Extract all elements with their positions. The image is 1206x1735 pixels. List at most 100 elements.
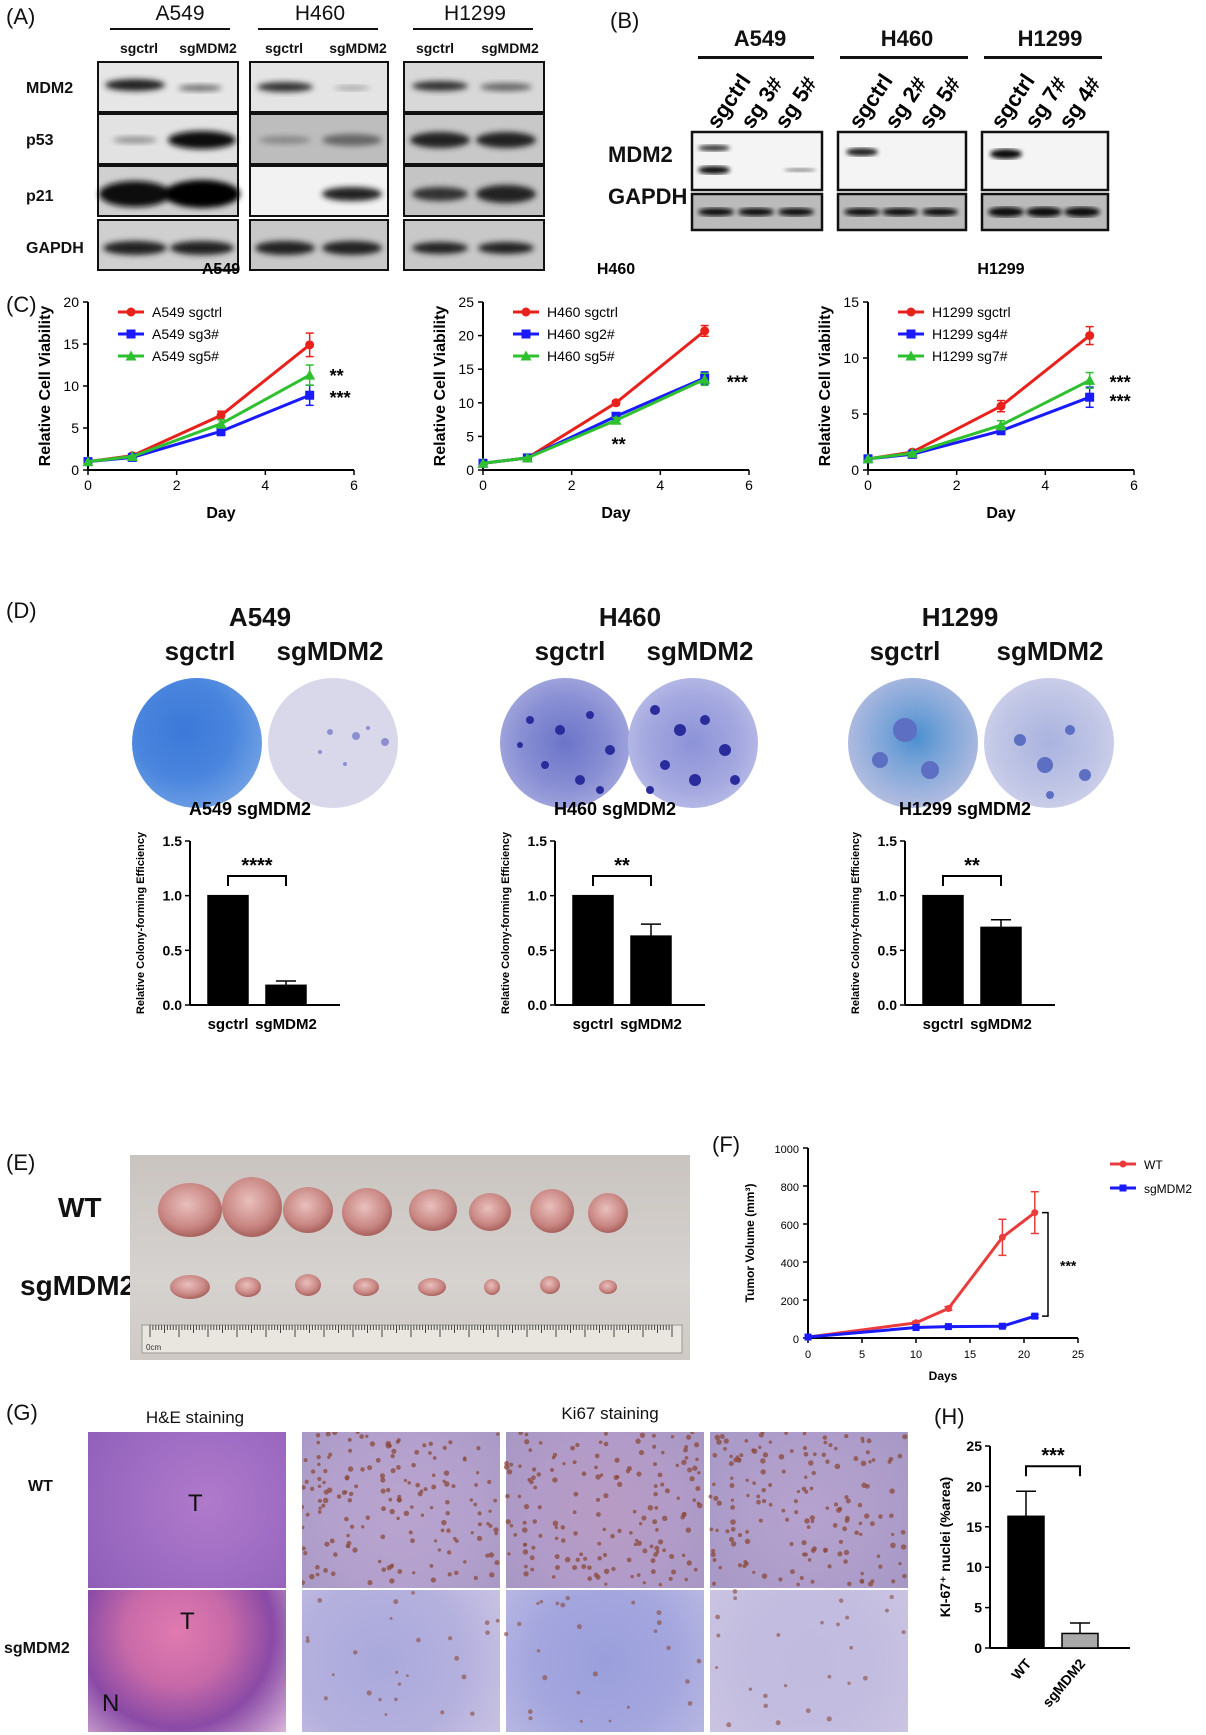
header-rule <box>110 28 230 30</box>
ki67-nucleus <box>562 1462 566 1466</box>
tumor <box>222 1177 282 1237</box>
y-tick-label: 20 <box>966 1478 982 1494</box>
ki67-nucleus <box>737 1563 743 1568</box>
ki67-nucleus <box>681 1459 687 1466</box>
ki67-nucleus <box>495 1618 500 1623</box>
ki67-nucleus <box>693 1567 698 1572</box>
ki67-nucleus <box>838 1539 844 1544</box>
band <box>170 241 234 255</box>
ki67-nucleus <box>736 1457 742 1463</box>
ki67-nucleus <box>322 1480 326 1485</box>
ki67-nucleus <box>486 1521 490 1526</box>
data-point <box>477 457 489 468</box>
header-rule <box>698 56 814 59</box>
series-line <box>482 377 706 465</box>
y-tick-label: 10 <box>966 1559 982 1575</box>
band <box>103 241 167 255</box>
legend-marker <box>125 350 137 361</box>
ki67-nucleus <box>733 1596 738 1601</box>
ki67-nucleus <box>354 1484 359 1489</box>
y-tick-label: 1.5 <box>878 833 898 849</box>
ki67-nucleus <box>686 1560 692 1566</box>
ki67-nucleus <box>878 1564 883 1569</box>
protein-label: p21 <box>26 188 54 205</box>
he-image-sgmdm2: T N <box>88 1590 286 1732</box>
ki67-nucleus <box>440 1710 445 1715</box>
cell-line-label: H460 <box>880 26 934 51</box>
ki67-nucleus <box>411 1590 415 1595</box>
ki67-nucleus <box>858 1521 863 1526</box>
ruler-ticks <box>149 1325 673 1337</box>
cell-line-label: A549 <box>228 602 292 632</box>
ki67-nucleus <box>378 1697 382 1702</box>
ki67-nucleus <box>344 1476 349 1481</box>
data-point <box>996 426 1006 436</box>
colony-spot <box>605 745 615 755</box>
colony-bar-chart-a549: A549 sgMDM2 0.0 0.5 1.0 1.5 Relative Colony-f… <box>135 799 340 1033</box>
ki67-nucleus <box>695 1457 699 1462</box>
ki67-nucleus <box>518 1464 522 1468</box>
ki67-nucleus <box>575 1557 580 1563</box>
ki67-nucleus <box>869 1521 875 1527</box>
ki67-nucleus <box>573 1531 578 1536</box>
panel-b-blots <box>690 130 1110 232</box>
ki67-nucleus <box>808 1460 814 1466</box>
viability-chart-h1299: H1299 0 2 4 6 0 5 10 15 Day Relative Cell Viabilit… <box>817 261 1138 522</box>
blot-strip-mdm2 <box>980 130 1110 192</box>
ki67-nucleus <box>444 1481 450 1487</box>
ki67-nucleus <box>389 1616 393 1620</box>
ki67-nucleus <box>538 1533 543 1538</box>
ki67-nucleus <box>652 1444 657 1449</box>
series <box>863 386 1095 464</box>
ki67-nucleus <box>552 1520 559 1527</box>
ki67-nucleus <box>687 1467 693 1473</box>
ki67-nucleus <box>729 1483 735 1488</box>
y-tick-label: 0 <box>851 462 859 478</box>
ki67-nucleus <box>473 1575 478 1581</box>
ki67-nucleus <box>708 1494 713 1499</box>
colony-spot <box>352 732 360 740</box>
ki67-nucleus <box>595 1474 601 1480</box>
ki67-nucleus <box>330 1571 336 1577</box>
ki67-nucleus <box>739 1453 744 1458</box>
legend-label: H460 sg2# <box>547 326 615 342</box>
data-point <box>998 1233 1006 1241</box>
lane-label: sgMDM2 <box>179 40 237 56</box>
ki67-nucleus <box>638 1521 643 1526</box>
ki67-nucleus <box>360 1467 365 1472</box>
ki67-nucleus <box>485 1630 490 1635</box>
ki67-nucleus <box>902 1573 907 1579</box>
ki67-nucleus <box>367 1579 373 1586</box>
ki67-nucleus <box>710 1552 716 1558</box>
ki67-nucleus <box>445 1510 450 1516</box>
header-rule <box>984 56 1102 59</box>
ki67-nucleus <box>403 1510 410 1517</box>
ki67-nucleus <box>503 1631 509 1637</box>
data-point <box>305 340 315 350</box>
cell-line-label: H1299 <box>921 602 999 632</box>
ki67-nucleus <box>494 1560 500 1566</box>
significance-label: *** <box>1041 1445 1065 1467</box>
ki67-nucleus <box>429 1505 434 1510</box>
ki67-nucleus <box>430 1577 437 1583</box>
ki67-nucleus <box>617 1481 623 1487</box>
ki67-nucleus <box>671 1569 677 1575</box>
band <box>698 145 730 151</box>
ki67-nucleus <box>595 1497 601 1502</box>
ki67-nucleus <box>564 1556 571 1563</box>
ki67-nucleus <box>324 1541 330 1547</box>
protein-label: GAPDH <box>608 184 688 209</box>
ki67-nucleus <box>507 1552 511 1556</box>
ki67-nucleus <box>536 1601 540 1606</box>
y-tick-label: 600 <box>781 1220 799 1232</box>
ki67-nucleus <box>868 1581 874 1587</box>
y-tick-label: 1.0 <box>528 888 548 904</box>
row-label-sgmdm2: sgMDM2 <box>20 1270 136 1301</box>
ki67-nucleus <box>429 1564 434 1568</box>
significance-label: **** <box>241 855 272 877</box>
ki67-nucleus <box>604 1582 608 1586</box>
significance-bracket <box>227 874 287 886</box>
ki67-nucleus <box>496 1432 500 1436</box>
ki67-nucleus <box>806 1525 811 1529</box>
legend-label: H1299 sgctrl <box>932 304 1011 320</box>
